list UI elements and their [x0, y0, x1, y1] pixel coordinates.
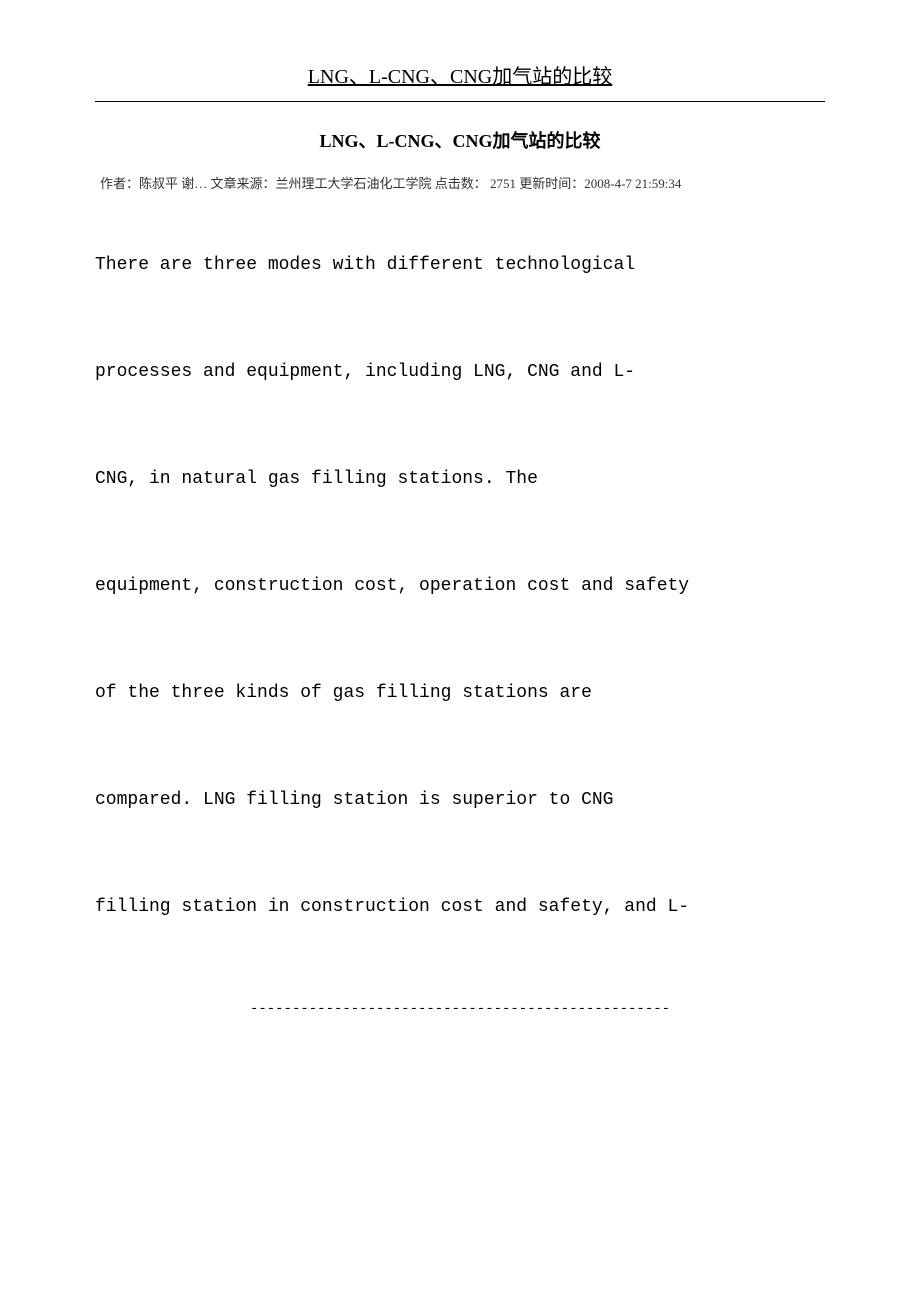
article-meta: 作者：陈叔平 谢… 文章来源：兰州理工大学石油化工学院 点击数： 2751 更新… — [95, 173, 825, 192]
article-title: LNG、L-CNG、CNG加气站的比较 — [95, 127, 825, 153]
page-header-title: LNG、L-CNG、CNG加气站的比较 — [95, 60, 825, 97]
body-line-4: equipment, construction cost, operation … — [95, 573, 825, 600]
body-line-3: CNG, in natural gas filling stations. Th… — [95, 466, 825, 493]
footer-divider: ----------------------------------------… — [95, 1001, 825, 1017]
body-line-2: processes and equipment, including LNG, … — [95, 359, 825, 386]
body-line-6: compared. LNG filling station is superio… — [95, 787, 825, 814]
header-divider — [95, 101, 825, 102]
body-line-5: of the three kinds of gas filling statio… — [95, 680, 825, 707]
body-line-7: filling station in construction cost and… — [95, 894, 825, 921]
body-line-1: There are three modes with different tec… — [95, 252, 825, 279]
